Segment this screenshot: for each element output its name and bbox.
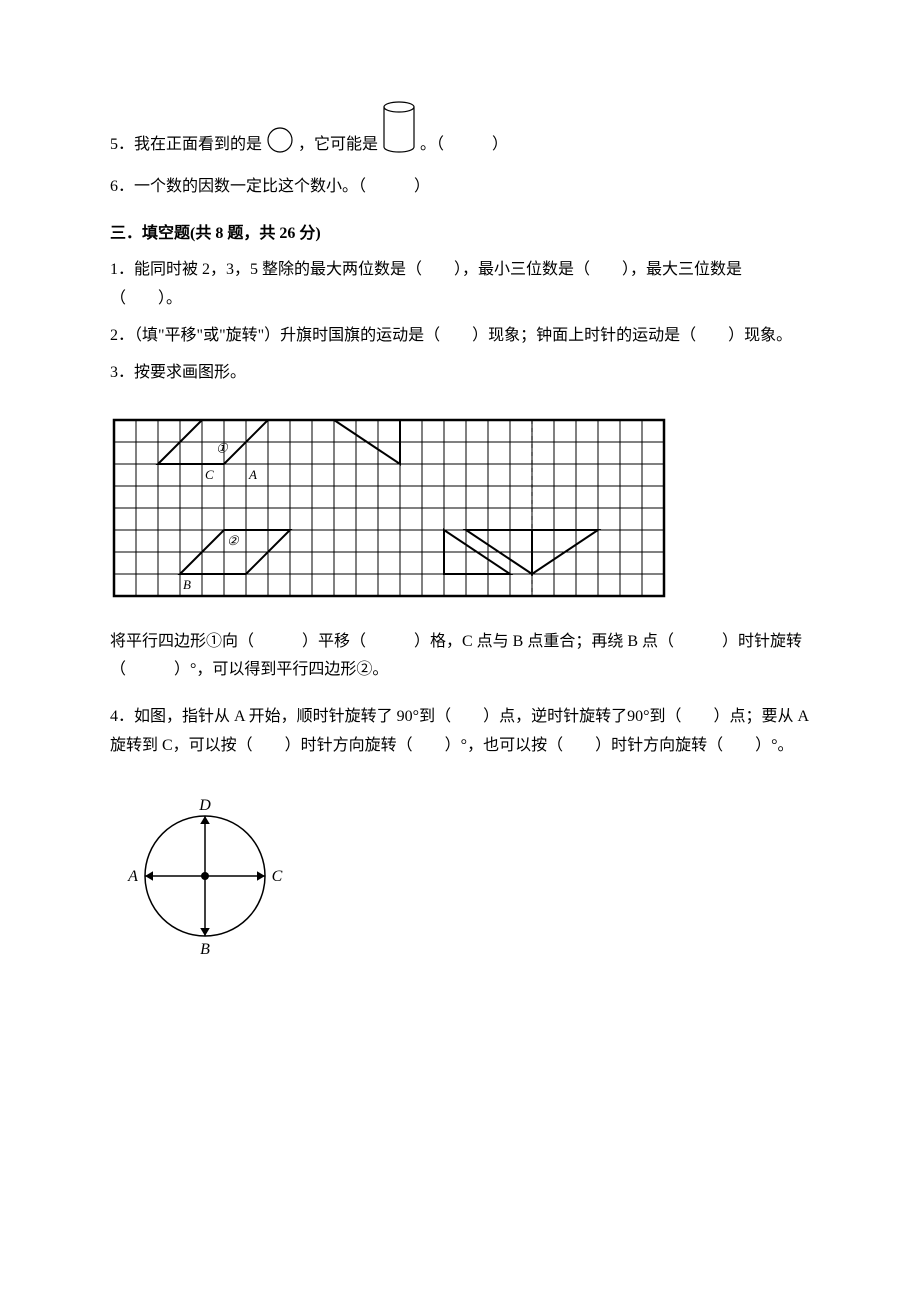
circle-icon: [266, 126, 294, 165]
cylinder-icon: [382, 100, 416, 165]
svg-text:C: C: [272, 868, 283, 885]
s3-q2: 2．（填"平移"或"旋转"）升旗时国旗的运动是（ ）现象；钟面上时针的运动是（ …: [110, 322, 810, 351]
s3-q3-text: 将平行四边形①向（ ）平移（ ）格，C 点与 B 点重合；再绕 B 点（ ）时针…: [110, 628, 810, 686]
svg-text:A: A: [127, 868, 138, 885]
svg-text:C: C: [205, 467, 214, 482]
svg-text:D: D: [198, 797, 211, 814]
grid-figure: C A B ① ②: [110, 416, 810, 600]
question-5: 5．我在正面看到的是 ，它可能是 。（ ）: [110, 100, 810, 165]
q5-prefix: 5．我在正面看到的是: [110, 136, 262, 153]
svg-text:②: ②: [227, 533, 240, 548]
q5-suffix: 。（ ）: [420, 136, 508, 153]
svg-text:①: ①: [216, 440, 229, 455]
question-6: 6．一个数的因数一定比这个数小。（ ）: [110, 173, 810, 202]
compass-figure: D B A C: [120, 791, 810, 972]
s3-q1: 1．能同时被 2，3，5 整除的最大两位数是（ ），最小三位数是（ ），最大三位…: [110, 256, 810, 314]
svg-text:B: B: [183, 577, 191, 592]
svg-text:B: B: [200, 941, 210, 958]
s3-q4: 4．如图，指针从 A 开始，顺时针旋转了 90°到（ ）点，逆时针旋转了90°到…: [110, 703, 810, 761]
svg-text:A: A: [248, 467, 257, 482]
section-3-title: 三．填空题(共 8 题，共 26 分): [110, 220, 810, 249]
s3-q3-label: 3．按要求画图形。: [110, 359, 810, 388]
q5-mid: ，它可能是: [298, 136, 378, 153]
